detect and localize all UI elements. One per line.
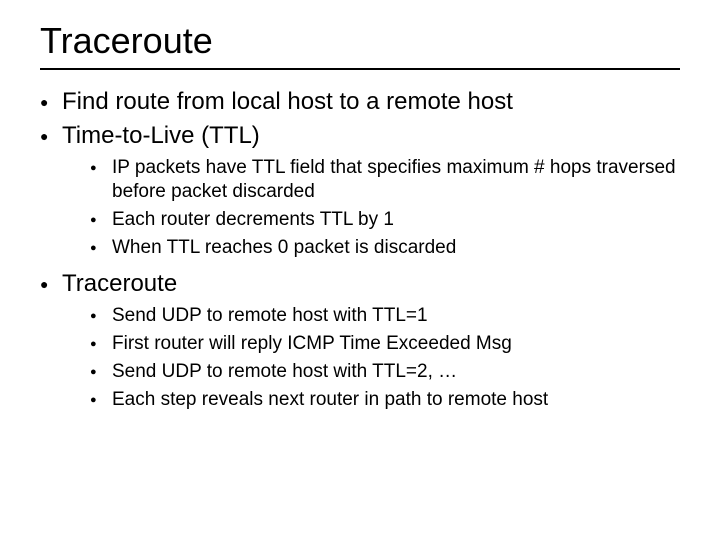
title-underline [40, 68, 680, 70]
list-item: ● When TTL reaches 0 packet is discarded [90, 236, 690, 260]
list-item-text: Each router decrements TTL by 1 [112, 208, 394, 232]
list-item-text: IP packets have TTL field that specifies… [112, 156, 690, 204]
bullet-icon: ● [90, 156, 112, 180]
bullet-icon: ● [90, 332, 112, 356]
bullet-icon: ● [40, 270, 62, 298]
bullet-list: ● Traceroute [40, 270, 690, 298]
bullet-icon: ● [90, 304, 112, 328]
list-item: ● Traceroute [40, 270, 690, 298]
list-item-text: Send UDP to remote host with TTL=1 [112, 304, 428, 328]
bullet-icon: ● [40, 88, 62, 116]
list-item-text: First router will reply ICMP Time Exceed… [112, 332, 512, 356]
list-item-text: When TTL reaches 0 packet is discarded [112, 236, 456, 260]
sub-bullet-list: ● IP packets have TTL field that specifi… [40, 156, 690, 260]
list-item: ● Each router decrements TTL by 1 [90, 208, 690, 232]
bullet-icon: ● [90, 360, 112, 384]
list-item-text: Send UDP to remote host with TTL=2, … [112, 360, 457, 384]
list-item: ● Each step reveals next router in path … [90, 388, 690, 412]
bullet-icon: ● [90, 236, 112, 260]
list-item: ● First router will reply ICMP Time Exce… [90, 332, 690, 356]
sub-bullet-list: ● Send UDP to remote host with TTL=1 ● F… [40, 304, 690, 412]
bullet-icon: ● [90, 208, 112, 232]
bullet-icon: ● [90, 388, 112, 412]
list-item-text: Traceroute [62, 270, 177, 298]
slide: Traceroute ● Find route from local host … [0, 0, 720, 540]
list-item: ● Send UDP to remote host with TTL=1 [90, 304, 690, 328]
list-item: ● Find route from local host to a remote… [40, 88, 690, 116]
list-item-text: Find route from local host to a remote h… [62, 88, 513, 116]
bullet-icon: ● [40, 122, 62, 150]
bullet-list: ● Find route from local host to a remote… [40, 88, 690, 150]
list-item-text: Each step reveals next router in path to… [112, 388, 548, 412]
list-item-text: Time-to-Live (TTL) [62, 122, 260, 150]
slide-title: Traceroute [40, 20, 690, 62]
list-item: ● Send UDP to remote host with TTL=2, … [90, 360, 690, 384]
list-item: ● IP packets have TTL field that specifi… [90, 156, 690, 204]
list-item: ● Time-to-Live (TTL) [40, 122, 690, 150]
